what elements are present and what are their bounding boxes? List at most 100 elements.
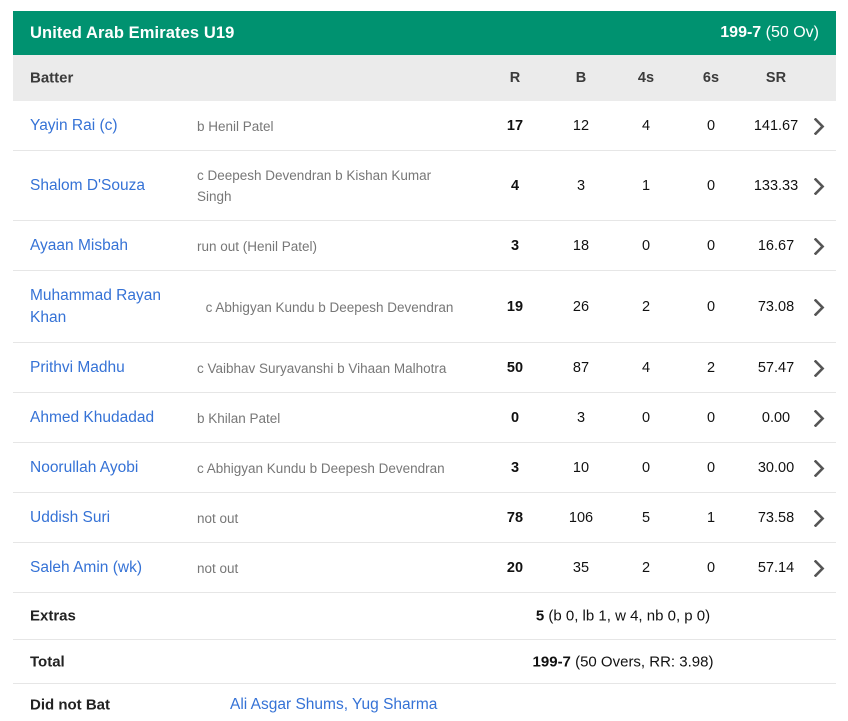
dismissal-text: run out (Henil Patel): [197, 239, 318, 254]
chevron-right-icon[interactable]: [810, 407, 828, 429]
cell-balls: 18: [572, 238, 590, 254]
chevron-right-icon[interactable]: [810, 175, 828, 197]
total-row: Total 199-7 (50 Overs, RR: 3.98): [13, 640, 836, 684]
batter-name-link[interactable]: Ahmed Khudadad: [30, 409, 155, 426]
extras-label: Extras: [30, 607, 76, 625]
table-row[interactable]: Yayin Rai (c) b Henil Patel 17 12 4 0 141.67: [13, 101, 836, 151]
dismissal-text: not out: [197, 511, 239, 526]
cell-runs: 0: [510, 410, 520, 426]
batter-name-link[interactable]: Ayaan Misbah: [30, 237, 128, 254]
cell-sixes: 0: [706, 460, 716, 476]
cell-strike-rate: 57.47: [757, 360, 795, 376]
column-header-batter: Batter: [30, 69, 74, 87]
cell-fours: 0: [641, 410, 651, 426]
batter-name-link[interactable]: Shalom D'Souza: [30, 177, 145, 194]
chevron-right-icon[interactable]: [810, 507, 828, 529]
column-header-fours: 4s: [637, 70, 655, 86]
column-header-sixes: 6s: [702, 70, 720, 86]
cell-strike-rate: 73.08: [757, 299, 795, 315]
cell-strike-rate: 73.58: [757, 510, 795, 526]
column-header-runs: R: [509, 70, 521, 86]
did-not-bat-label: Did not Bat: [30, 696, 110, 714]
cell-balls: 10: [572, 460, 590, 476]
cell-fours: 2: [641, 560, 651, 576]
cell-fours: 2: [641, 299, 651, 315]
cell-balls: 3: [576, 410, 586, 426]
cell-runs: 4: [510, 178, 520, 194]
cell-balls: 35: [572, 560, 590, 576]
batter-name-link[interactable]: Uddish Suri: [30, 509, 111, 526]
team-score-overs: (50 Ov): [765, 24, 819, 41]
cell-fours: 1: [641, 178, 651, 194]
extras-value: 5 (b 0, lb 1, w 4, nb 0, p 0): [536, 608, 710, 625]
cell-sixes: 1: [706, 510, 716, 526]
team-header-bar: United Arab Emirates U19 199-7 (50 Ov): [13, 11, 836, 55]
cell-strike-rate: 133.33: [753, 178, 799, 194]
total-detail: (50 Overs, RR: 3.98): [570, 653, 714, 670]
table-row[interactable]: Shalom D'Souza c Deepesh Devendran b Kish…: [13, 151, 836, 221]
cell-runs: 17: [506, 118, 524, 134]
cell-strike-rate: 16.67: [757, 238, 795, 254]
table-row[interactable]: Muhammad Rayan Khan c Abhigyan Kundu b De…: [13, 271, 836, 343]
cell-balls: 26: [572, 299, 590, 315]
batter-name-link[interactable]: Yayin Rai (c): [30, 117, 118, 134]
column-header-balls: B: [575, 70, 587, 86]
table-row[interactable]: Noorullah Ayobi c Abhigyan Kundu b Deepes…: [13, 443, 836, 493]
cell-sixes: 2: [706, 360, 716, 376]
cell-fours: 0: [641, 238, 651, 254]
cell-sixes: 0: [706, 238, 716, 254]
team-score-runs: 199-7: [720, 24, 762, 41]
chevron-right-icon[interactable]: [810, 296, 828, 318]
cell-strike-rate: 141.67: [753, 118, 799, 134]
dismissal-text: c Deepesh Devendran b Kishan Kumar Singh: [197, 168, 432, 204]
cell-runs: 50: [506, 360, 524, 376]
did-not-bat-row: Did not Bat Ali Asgar Shums, Yug Sharma: [13, 684, 836, 721]
team-name: United Arab Emirates U19: [30, 23, 235, 42]
extras-row: Extras 5 (b 0, lb 1, w 4, nb 0, p 0): [13, 593, 836, 640]
dismissal-text: not out: [197, 561, 239, 576]
cell-strike-rate: 57.14: [757, 560, 795, 576]
team-score: 199-7 (50 Ov): [720, 25, 819, 41]
cell-strike-rate: 0.00: [761, 410, 791, 426]
cell-runs: 20: [506, 560, 524, 576]
table-row[interactable]: Prithvi Madhu c Vaibhav Suryavanshi b Vih…: [13, 343, 836, 393]
cell-sixes: 0: [706, 178, 716, 194]
total-value: 199-7 (50 Overs, RR: 3.98): [533, 653, 714, 670]
extras-breakdown: (b 0, lb 1, w 4, nb 0, p 0): [544, 607, 711, 625]
column-header-row: Batter R B 4s 6s SR: [13, 55, 836, 101]
table-row[interactable]: Saleh Amin (wk) not out 20 35 2 0 57.14: [13, 543, 836, 593]
table-row[interactable]: Ahmed Khudadad b Khilan Patel 0 3 0 0 0.00: [13, 393, 836, 443]
chevron-right-icon[interactable]: [810, 557, 828, 579]
column-header-strike-rate: SR: [765, 70, 787, 86]
cell-runs: 78: [506, 510, 524, 526]
chevron-right-icon[interactable]: [810, 357, 828, 379]
cell-balls: 12: [572, 118, 590, 134]
table-row[interactable]: Uddish Suri not out 78 106 5 1 73.58: [13, 493, 836, 543]
cell-sixes: 0: [706, 118, 716, 134]
cell-fours: 4: [641, 360, 651, 376]
batter-name-link[interactable]: Muhammad Rayan Khan: [30, 287, 161, 326]
chevron-right-icon[interactable]: [810, 457, 828, 479]
cell-fours: 4: [641, 118, 651, 134]
table-row[interactable]: Ayaan Misbah run out (Henil Patel) 3 18 0 0 16…: [13, 221, 836, 271]
did-not-bat-players[interactable]: Ali Asgar Shums, Yug Sharma: [230, 696, 438, 713]
cell-sixes: 0: [706, 560, 716, 576]
cell-runs: 19: [506, 299, 524, 315]
dismissal-text: b Khilan Patel: [197, 411, 281, 426]
cell-balls: 3: [576, 178, 586, 194]
cell-fours: 5: [641, 510, 651, 526]
dismissal-text: c Abhigyan Kundu b Deepesh Devendran: [205, 300, 454, 315]
cell-balls: 87: [572, 360, 590, 376]
chevron-right-icon[interactable]: [810, 235, 828, 257]
total-score: 199-7: [532, 653, 571, 670]
dismissal-text: c Abhigyan Kundu b Deepesh Devendran: [197, 461, 445, 476]
batter-name-link[interactable]: Saleh Amin (wk): [30, 559, 142, 576]
batter-name-link[interactable]: Prithvi Madhu: [30, 359, 125, 376]
batter-name-link[interactable]: Noorullah Ayobi: [30, 459, 139, 476]
total-label: Total: [30, 653, 65, 670]
chevron-right-icon[interactable]: [810, 115, 828, 137]
batter-rows: Yayin Rai (c) b Henil Patel 17 12 4 0 141.67 Sh…: [13, 101, 836, 593]
cell-balls: 106: [568, 510, 594, 526]
cell-fours: 0: [641, 460, 651, 476]
